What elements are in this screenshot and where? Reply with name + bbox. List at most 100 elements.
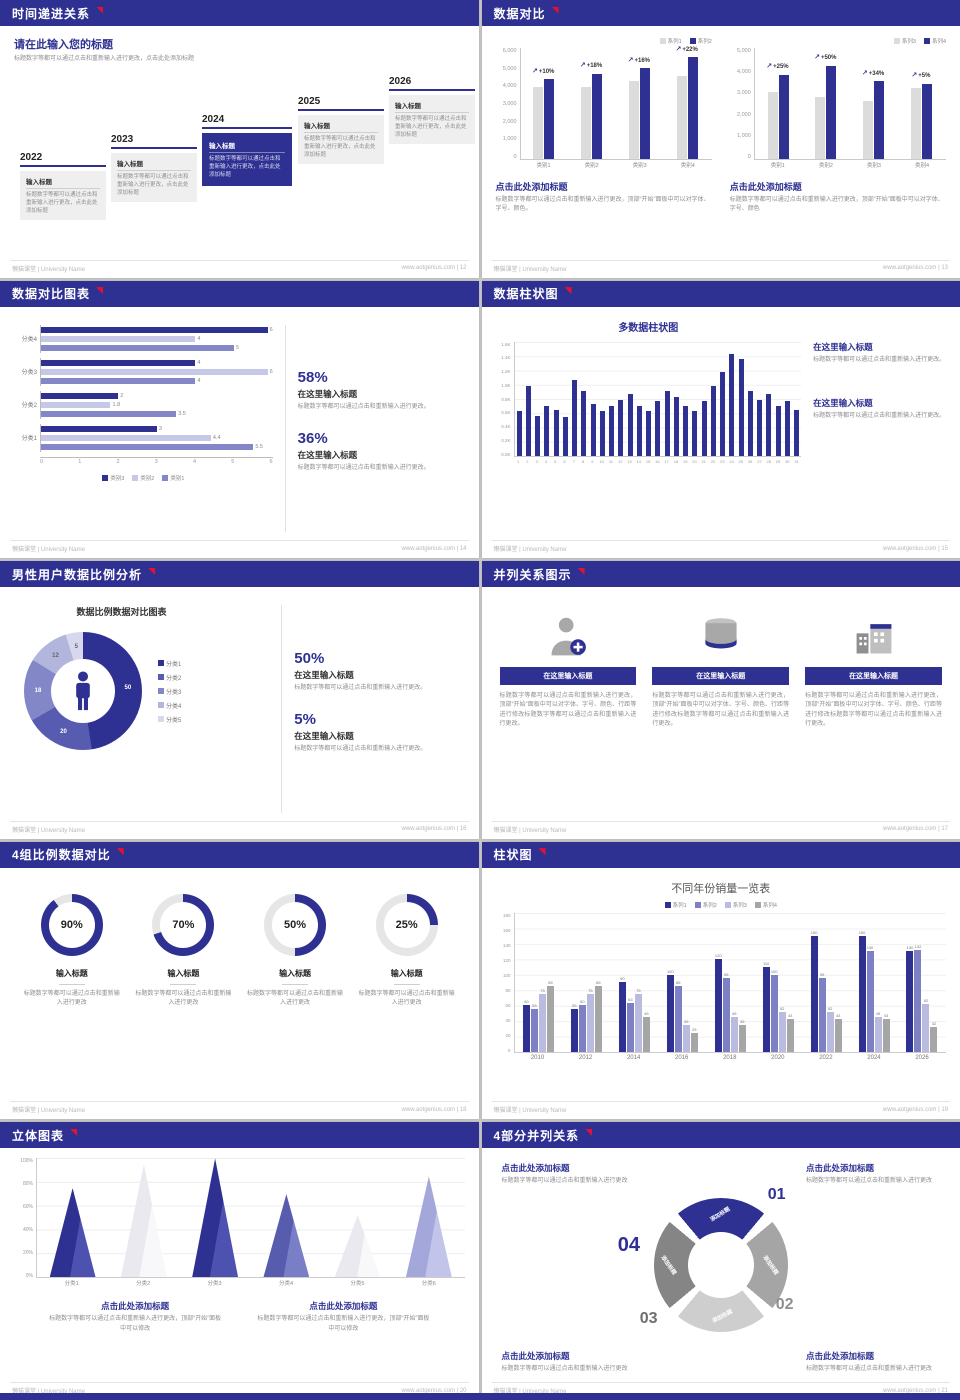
y-tick-label: 0% — [25, 1273, 33, 1280]
y-tick-label: 40% — [22, 1227, 33, 1234]
stat-block: 50% 在这里输入标题 标题数字等都可以通过点击和重新输入进行更改。 — [294, 650, 464, 693]
slide-thumbnail-21[interactable]: 4部分并列关系 点击此处添加标题 标题数字等都可以通过点击和重新输入进行更改 点… — [481, 1122, 960, 1400]
legend-swatch — [158, 716, 164, 723]
slide-thumbnail-17[interactable]: 并列关系图示 在这里输入标题 标题数字等都可以通 — [481, 561, 960, 839]
timeline-card: 输入标题 标题数字等都可以通过点击和重新输入进行更改，点击此处添加标题 — [389, 94, 475, 145]
bar-cell: 150 — [858, 913, 866, 1052]
page-number: 18 — [459, 1106, 467, 1113]
footer-brand: 懒猫课堂 | University Name — [493, 547, 567, 554]
legend-item: 类别1 — [162, 474, 184, 482]
bar — [41, 377, 196, 384]
x-tick-label: 类别3 — [866, 163, 881, 169]
corner-note: 点击此处添加标题 标题数字等都可以通过点击和重新输入进行更改 — [502, 1160, 640, 1186]
legend-item: 系列2 — [694, 901, 717, 909]
red-flag-icon — [577, 567, 585, 575]
bar-slot — [561, 342, 570, 456]
slide-thumbnail-16[interactable]: 男性用户数据比例分析 数据比例数据对比图表 — [0, 561, 479, 839]
bar — [757, 400, 763, 456]
bar — [770, 974, 778, 1052]
red-flag-icon — [96, 287, 104, 295]
value-label: 132 — [914, 943, 922, 949]
bar — [609, 405, 615, 456]
bar-cell: 32 — [930, 913, 938, 1052]
value-label: 45 — [875, 1011, 881, 1017]
cone-slot — [322, 1158, 393, 1278]
bar-slot — [598, 342, 607, 456]
four-part-ring — [653, 1198, 788, 1333]
legend-label: 分类1 — [166, 661, 182, 668]
legend-label: 分类3 — [166, 689, 182, 696]
value-label: 52 — [827, 1005, 833, 1011]
note-title: 点击此处添加标题 — [309, 1301, 378, 1312]
x-tick-label: 19 — [682, 458, 688, 464]
growth-arrow-icon: ↗ — [532, 68, 538, 76]
value-label: 1.8 — [112, 401, 121, 408]
card-text: 标题数字等都可以通过点击和重新输入进行更改，顶部“开始”面板中可以对字体、字号、… — [652, 693, 790, 728]
bar — [786, 1018, 794, 1052]
y-axis: 180 160 140 120 100 80 60 40 20 0 — [496, 913, 514, 1063]
slide-thumbnail-15[interactable]: 数据柱状图 多数据柱状图 1.6K 1.4K 1.2K 1.0K 0.8K 0.6K 0.4… — [481, 280, 960, 559]
red-flag-icon — [564, 287, 572, 295]
bar-line: 4 — [41, 359, 273, 367]
bar-row: 分类4 6 4 5 — [14, 324, 273, 353]
x-tick-label: 6 — [563, 458, 566, 464]
bar — [562, 417, 568, 456]
value-label: 85 — [676, 980, 681, 986]
y-tick-label: 0.8K — [501, 396, 511, 402]
bar-slot — [626, 342, 635, 456]
slide-thumbnail-19[interactable]: 柱状图 不同年份销量一览表 系列1 系列2 系列3 系列4 180 160 140 120 1… — [481, 841, 960, 1120]
bar-slot — [690, 342, 699, 456]
ratio-text: 标题数字等都可以通过点击和重新输入进行更改 — [247, 990, 344, 1007]
slide-thumbnail-13[interactable]: 数据对比 系列1 系列2 6,000 5,000 4,000 3,000 2,000 1,… — [481, 0, 960, 278]
legend-label: 系列1 — [672, 902, 687, 909]
slide-thumbnail-18[interactable]: 4组比例数据对比 90% 输入标题 标题数字等都可以通过点击和重新输入进行更改 … — [0, 841, 479, 1120]
y-tick-label: 40 — [505, 1017, 511, 1023]
cone-slot — [180, 1158, 251, 1278]
stat-block: 5% 在这里输入标题 标题数字等都可以通过点击和重新输入进行更改。 — [294, 711, 464, 754]
slide-thumbnail-12[interactable]: 时间递进关系 请在此输入您的标题 标题数字等都可以通过点击和重新输入进行更改，点… — [0, 0, 479, 278]
slide-thumbnail-14[interactable]: 数据对比图表 分类4 6 4 5 分类3 4 6 4 分类2 2 1.8 3.5 分类1 3 4.4 5.5 0… — [0, 280, 479, 559]
bar-group: 90 63 75 45 — [610, 913, 658, 1052]
content-title: 请在此输入您的标题 — [14, 39, 113, 51]
legend-swatch — [102, 474, 109, 481]
bar-cell: 35 — [738, 913, 746, 1052]
page-number: 15 — [941, 545, 948, 552]
bar-line: 4 — [41, 335, 273, 343]
bar-cell: 43 — [834, 913, 842, 1052]
growth-arrow-icon: ↗ — [814, 54, 820, 62]
bar-slot — [737, 342, 746, 456]
value-label: 45 — [644, 1011, 649, 1017]
page-number: 20 — [459, 1387, 467, 1394]
legend-label: 系列4 — [931, 39, 946, 45]
ratio-item: 50% 输入标题 标题数字等都可以通过点击和重新输入进行更改 — [245, 893, 345, 1009]
bar-line: 2 — [41, 392, 273, 400]
stat-percent: 58% — [297, 369, 328, 387]
legend-swatch — [893, 38, 900, 44]
slide-header: 柱状图 — [481, 841, 960, 868]
slide-thumbnail-20[interactable]: 立体图表 100% 80% 60% 40% 20% 0% 分类1 分类2 分类3 分类4 分类5 分… — [0, 1122, 479, 1400]
slide-header: 并列关系图示 — [481, 561, 960, 588]
bar-cell: 52 — [826, 913, 834, 1052]
stats-panel: 58% 在这里输入标题 标题数字等都可以通过点击和重新输入进行更改。 36% 在… — [298, 317, 465, 541]
legend-label: 系列2 — [702, 902, 717, 909]
timeline-card-text: 标题数字等都可以通过点击和重新输入进行更改，点击此处添加标题 — [395, 115, 467, 139]
y-tick-label: 120 — [502, 957, 511, 963]
value-label: 60 — [580, 999, 585, 1005]
note-block: 在这里输入标题 标题数字等都可以通过点击和重新输入进行更改。 — [813, 339, 946, 365]
bar — [701, 401, 707, 456]
timeline-card: 输入标题 标题数字等都可以通过点击和重新输入进行更改，点击此处添加标题 — [20, 170, 106, 221]
x-axis-spacer — [14, 457, 40, 465]
plot: ↗+25% ↗+50% ↗+34% ↗+5% 类别1 类别2 类别3 类别4 — [753, 48, 946, 170]
footer-site: www.aotgenius.com | 16 — [401, 826, 467, 833]
x-tick-label: 16 — [655, 458, 660, 464]
bar — [775, 405, 781, 456]
progress-ring: 90% — [40, 893, 103, 956]
bar — [762, 966, 770, 1052]
bar-cell: 55 — [530, 913, 538, 1052]
bar-cell: 100 — [666, 913, 674, 1052]
value-label: 90 — [620, 976, 625, 982]
bar-line: 6 — [41, 326, 273, 334]
legend-swatch — [158, 660, 164, 667]
bar — [914, 949, 922, 1052]
